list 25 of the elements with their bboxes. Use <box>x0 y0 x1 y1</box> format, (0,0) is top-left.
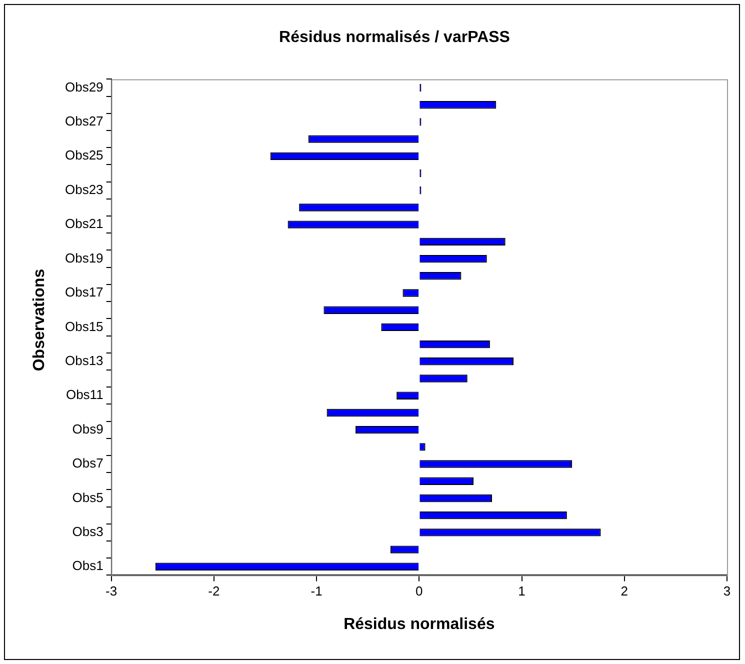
chart-title: Résidus normalisés / varPASS <box>279 29 510 46</box>
x-tick-label: -2 <box>208 584 220 599</box>
y-tick-label: Obs19 <box>64 250 104 266</box>
y-tick-label: Obs15 <box>64 318 104 334</box>
x-tick-label: -3 <box>106 584 118 599</box>
x-tick-label: -1 <box>310 584 322 599</box>
x-tick-label: 2 <box>620 584 628 599</box>
y-tick-label: Obs23 <box>64 182 104 197</box>
x-tick-label: 0 <box>416 584 423 599</box>
x-tick-label: 1 <box>518 584 526 599</box>
y-tick-label: Obs5 <box>72 490 104 505</box>
y-tick-label: Obs25 <box>64 148 104 163</box>
y-tick-label: Obs1 <box>72 558 104 574</box>
y-axis-title: Observations <box>31 268 49 372</box>
y-tick-label: Obs9 <box>72 421 104 436</box>
y-tick-label: Obs21 <box>64 216 104 232</box>
y-tick-label: Obs7 <box>72 456 104 471</box>
y-tick-label: Obs27 <box>64 114 104 129</box>
x-axis-title: Résidus normalisés <box>344 616 495 633</box>
y-tick-label: Obs29 <box>64 79 104 94</box>
y-tick-label: Obs3 <box>72 524 104 540</box>
y-tick-label: Obs11 <box>66 387 104 402</box>
y-tick-label: Obs13 <box>64 352 104 368</box>
y-tick-label: Obs17 <box>64 284 104 300</box>
x-tick-label: 3 <box>723 584 731 599</box>
